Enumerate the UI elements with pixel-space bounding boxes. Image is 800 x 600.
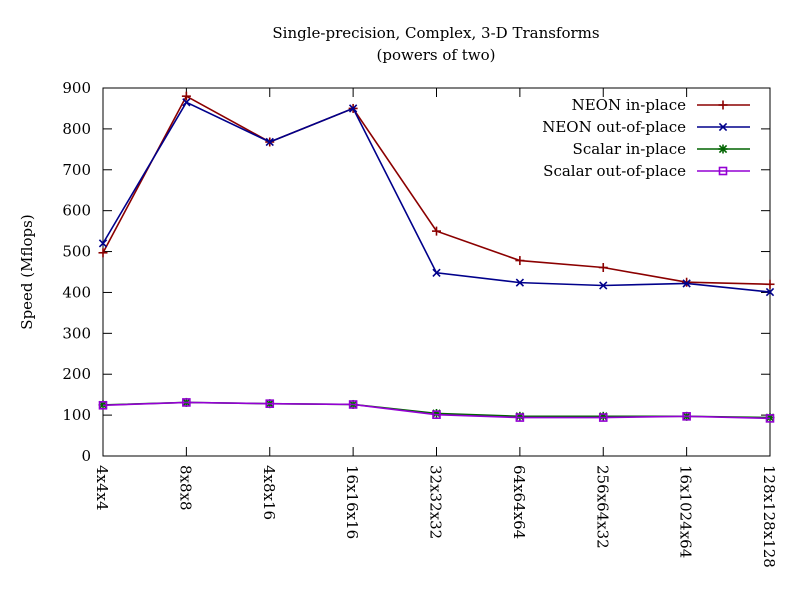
data-point — [598, 263, 608, 273]
data-point — [515, 413, 525, 422]
y-tick-label: 700 — [62, 161, 91, 179]
data-point — [765, 287, 775, 297]
y-tick-label: 500 — [62, 243, 91, 261]
y-tick-label: 300 — [62, 324, 91, 342]
chart-subtitle: (powers of two) — [377, 46, 496, 64]
data-point — [765, 279, 775, 289]
series-3 — [98, 398, 775, 423]
legend-label: NEON out-of-place — [542, 118, 686, 136]
legend-marker — [718, 144, 728, 154]
data-point — [432, 410, 441, 420]
data-point — [682, 412, 691, 421]
legend-label: NEON in-place — [572, 96, 687, 114]
data-point — [265, 137, 274, 147]
legend-label: Scalar in-place — [573, 140, 687, 158]
x-tick-label: 8x8x8 — [176, 465, 194, 511]
chart-title: Single-precision, Complex, 3-D Transform… — [272, 24, 599, 42]
data-point — [599, 281, 608, 290]
series-1 — [98, 98, 775, 297]
data-point — [598, 413, 608, 422]
data-point — [515, 256, 525, 266]
x-tick-label: 16x16x16 — [343, 465, 361, 539]
data-point — [682, 279, 691, 288]
data-point — [432, 226, 441, 236]
legend-label: Scalar out-of-place — [543, 162, 686, 180]
y-tick-label: 800 — [62, 120, 91, 138]
data-point — [182, 98, 191, 107]
series-line — [102, 401, 771, 420]
x-tick-label: 32x32x32 — [427, 465, 445, 539]
data-point — [432, 268, 441, 277]
y-tick-label: 100 — [62, 406, 91, 424]
data-point — [182, 398, 191, 407]
legend: NEON in-place NEON out-of-place Scalar in-… — [542, 96, 750, 180]
data-point — [98, 400, 108, 410]
x-tick-label: 16x1024x64 — [677, 465, 695, 558]
y-tick-label: 200 — [62, 365, 91, 383]
data-point — [348, 400, 358, 409]
x-tick-label: 128x128x128 — [760, 465, 778, 568]
y-tick-label: 600 — [62, 202, 91, 220]
plot-area: 0 100 200 300 400 500 600 700 800 900 4x4x4 8x8x8 4x… — [62, 79, 778, 568]
data-point — [682, 277, 692, 287]
y-tick-label: 400 — [62, 283, 91, 301]
data-point — [348, 104, 358, 113]
legend-marker — [718, 100, 728, 110]
x-tick-label: 256x64x32 — [593, 465, 611, 549]
y-axis-label: Speed (Mflops) — [18, 214, 36, 329]
legend-marker — [718, 166, 728, 176]
x-tick-label: 4x8x16 — [260, 465, 278, 520]
y-tick-label: 0 — [81, 447, 91, 465]
y-tick-label: 900 — [62, 79, 91, 97]
series-0 — [98, 91, 775, 289]
data-point — [98, 239, 108, 248]
data-point — [515, 278, 525, 287]
legend-marker — [718, 122, 728, 132]
x-tick-label: 64x64x64 — [510, 465, 528, 539]
data-point — [265, 399, 275, 408]
data-point — [765, 414, 775, 423]
data-point — [98, 248, 108, 258]
data-point — [181, 91, 191, 101]
x-tick-label: 4x4x4 — [93, 465, 111, 511]
